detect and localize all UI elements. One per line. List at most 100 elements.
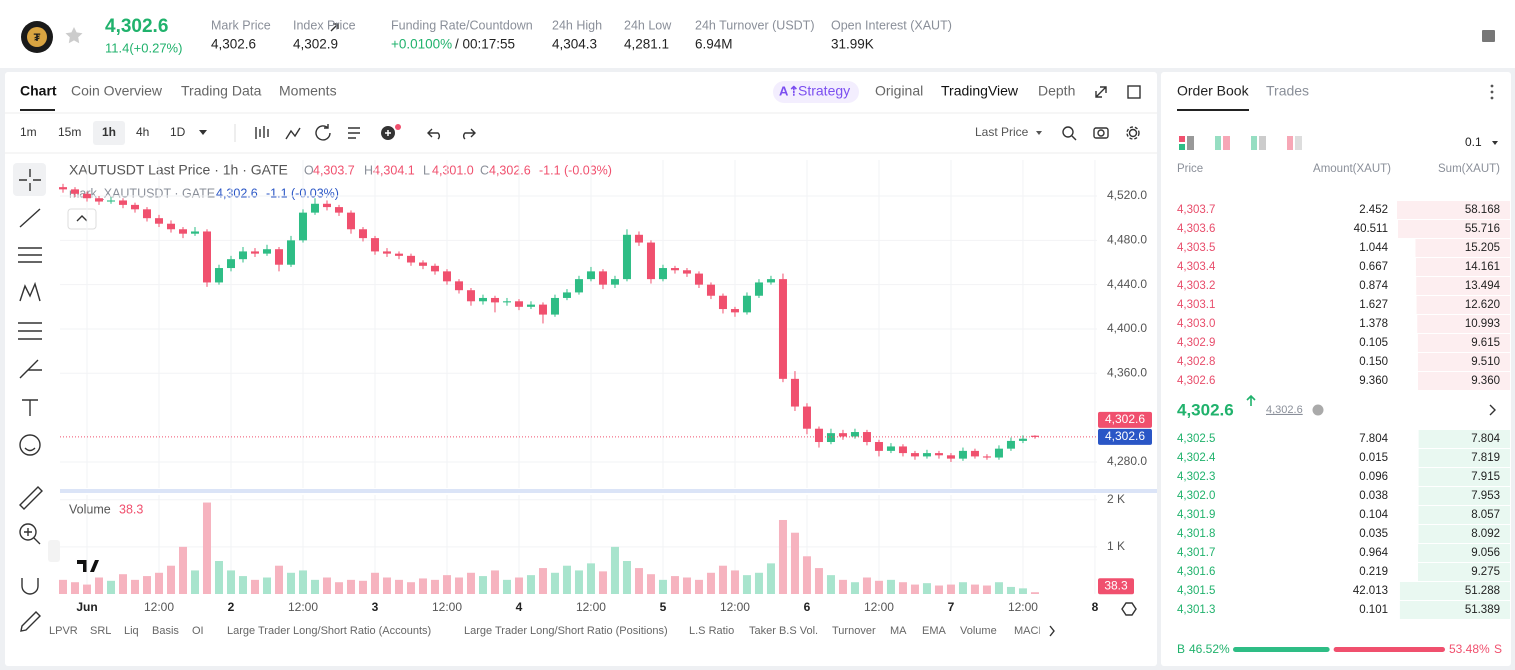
candle-body [466,290,475,302]
interval[interactable]: 1D [170,125,186,139]
chart-tab[interactable]: Trading Data [181,83,262,99]
view-tab[interactable]: Strategy [798,83,850,99]
legend-value: 4,303.7 [313,163,355,177]
more-icon[interactable] [1490,84,1494,100]
volume-bar [1030,592,1039,594]
side-handle[interactable] [48,540,60,562]
candle-body [958,450,967,459]
depth-bar [1415,239,1510,257]
candle-body [394,253,403,256]
precision[interactable]: 0.1 [1465,135,1482,149]
volume-bar [574,570,583,594]
chart-tab[interactable]: Moments [279,83,337,99]
favorite-star[interactable] [65,27,83,44]
volume-bar [694,579,703,594]
candle-body [946,455,955,459]
indicator[interactable]: Liq [124,625,139,637]
candle-body [658,268,667,280]
ob-sum: 9.056 [1471,547,1500,559]
volume-bar [250,579,259,594]
depth-mode-icons[interactable] [1179,136,1302,150]
volume-bar [790,532,799,594]
ob-tab[interactable]: Order Book [1177,83,1250,99]
indicator-scroll[interactable] [1049,625,1055,637]
stat-label: 24h Low [624,18,672,32]
indicator[interactable]: MA [890,625,907,637]
chart-tab[interactable]: Coin Overview [71,83,163,99]
price-source[interactable]: Last Price [975,125,1029,139]
candle-body [1030,435,1039,437]
ob-price: 4,303.5 [1177,242,1215,254]
indicator[interactable]: EMA [922,625,947,637]
volume-bar [982,585,991,594]
candle-body [58,187,67,190]
chart-panel [5,72,1157,666]
indicator[interactable]: SRL [90,625,111,637]
volume-bar [706,572,715,594]
interval-caret[interactable] [199,130,207,135]
toolbar-icons[interactable] [255,124,1140,141]
view-tab[interactable]: Depth [1038,83,1075,99]
x-tick-label: 5 [660,600,667,614]
ob-amount: 7.804 [1359,433,1388,445]
sell-label: S [1494,642,1502,656]
price-source-caret[interactable] [1036,131,1042,135]
indicator[interactable]: Large Trader Long/Short Ratio (Positions… [464,625,668,637]
volume-bar [118,574,127,594]
chart-tab[interactable]: Chart [20,83,57,99]
volume-bar [814,568,823,594]
expand-icon[interactable] [1095,86,1107,98]
collapse-legend[interactable] [67,208,97,230]
header-change: 11.4(+0.27%) [105,40,182,55]
candle-body [142,209,151,219]
indicator[interactable]: OI [192,625,204,637]
indicator[interactable]: Basis [152,625,179,637]
indicator[interactable]: Taker B.S Vol. [749,625,818,637]
interval[interactable]: 1h [102,125,116,139]
strategy-pill[interactable] [773,81,859,103]
ob-tab[interactable]: Trades [1266,83,1309,99]
ob-amount: 0.096 [1359,471,1388,483]
candle-body [646,242,655,280]
coin-logo-inner [27,27,47,47]
window-icon[interactable] [1127,85,1141,99]
mid-chevron[interactable] [1489,404,1496,416]
precision-caret[interactable] [1492,141,1498,145]
candle-body [586,271,595,280]
indicator[interactable]: Large Trader Long/Short Ratio (Accounts) [227,625,431,637]
ob-amount: 0.035 [1359,528,1388,540]
ob-sum: 55.716 [1465,223,1500,235]
ob-price: 4,302.9 [1177,337,1215,349]
interval[interactable]: 1m [20,125,37,139]
depth-bar [1418,449,1510,467]
interval[interactable]: 4h [136,125,149,139]
depth-bar [1416,296,1510,314]
candle-body [706,284,715,296]
ob-price: 4,302.4 [1177,452,1216,464]
view-tab[interactable]: TradingView [941,83,1019,99]
index-link-icon[interactable] [330,23,339,32]
drawing-tools[interactable] [18,169,43,632]
indicator[interactable]: LPVR [49,625,78,637]
indicator[interactable]: Turnover [832,625,876,637]
candle-body [70,189,79,194]
indicator[interactable]: L.S Ratio [689,625,734,637]
settings-icon[interactable] [1121,602,1137,616]
strategy-icon: A⇡ [779,83,799,98]
indicator[interactable]: MACD [1014,625,1046,637]
ob-amount: 1.378 [1359,318,1388,330]
coin-logo-mark: ₮ [34,32,41,44]
volume-bar [430,579,439,594]
volume-bar [298,570,307,594]
info-icon[interactable] [1312,404,1324,416]
buy-ratio-bar [1233,647,1330,652]
view-tab[interactable]: Original [875,83,923,99]
pane-divider[interactable] [60,489,1157,493]
candle-body [478,297,487,302]
y-tick-label: 4,480.0 [1107,233,1147,247]
indicator[interactable]: Volume [960,625,997,637]
header-icon[interactable] [1482,30,1495,42]
ob-sum: 12.620 [1465,299,1500,311]
interval[interactable]: 15m [58,125,81,139]
stat-label: Mark Price [211,18,271,32]
